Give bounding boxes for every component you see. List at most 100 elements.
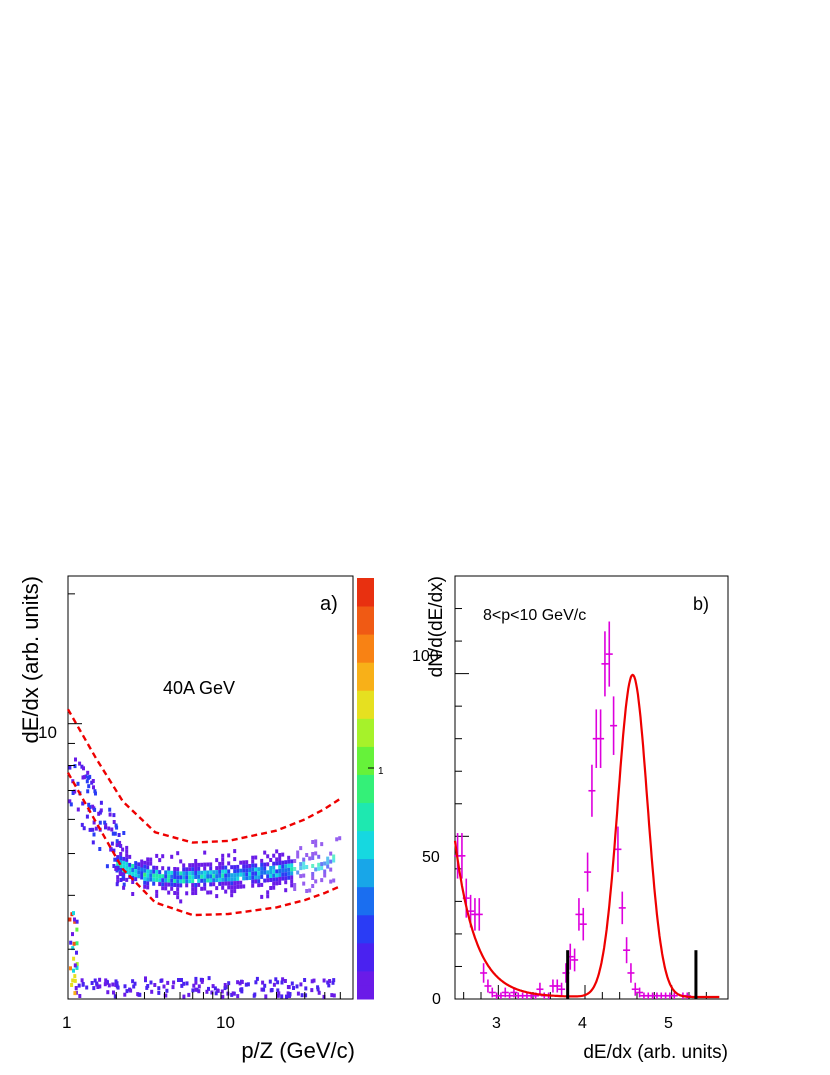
heatmap-cell [305, 889, 309, 893]
heatmap-cell [159, 978, 163, 983]
heatmap-cell [320, 862, 324, 867]
heatmap-cell [176, 895, 180, 900]
heatmap-cell [206, 874, 210, 879]
heatmap-cell [254, 867, 258, 872]
heatmap-cell [329, 859, 333, 864]
heatmap-cell [176, 851, 180, 856]
heatmap-cell [69, 966, 72, 971]
heatmap-cell [210, 990, 214, 995]
heatmap-cell [299, 874, 303, 879]
heatmap-cell [98, 810, 102, 815]
heatmap-cell [119, 878, 123, 882]
heatmap-cell [299, 866, 303, 871]
heatmap-cell [68, 917, 72, 922]
heatmap-cell [116, 855, 120, 860]
heatmap-cell [260, 874, 264, 879]
heatmap-cell [170, 882, 174, 887]
heatmap-cell [153, 983, 157, 987]
heatmap-cell [176, 875, 180, 880]
heatmap-cell [99, 800, 103, 805]
heatmap-cell [173, 871, 177, 875]
heatmap-cell [230, 865, 234, 870]
heatmap-cell [167, 890, 171, 895]
heatmap-cell [194, 875, 198, 879]
heatmap-cell [216, 988, 220, 993]
heatmap-cell [272, 865, 276, 870]
heatmap-cell [239, 880, 243, 885]
heatmap-cell [320, 866, 324, 871]
heatmap-cell [90, 981, 94, 985]
heatmap-cell [164, 886, 168, 891]
heatmap-cell [140, 875, 144, 880]
heatmap-cell [68, 799, 72, 804]
heatmap-cell [275, 861, 279, 866]
palette-step [357, 732, 374, 747]
heatmap-cell [185, 867, 189, 872]
heatmap-cell [230, 885, 234, 890]
heatmap-cell [260, 894, 264, 899]
heatmap-cell [103, 982, 107, 987]
heatmap-cell [116, 863, 120, 868]
heatmap-cell [255, 976, 259, 981]
heatmap-cell [314, 851, 318, 856]
heatmap-cell [158, 878, 162, 883]
heatmap-cell [215, 878, 219, 883]
heatmap-cell [71, 779, 75, 784]
palette-step [357, 830, 374, 846]
heatmap-cell [176, 867, 180, 872]
heatmap-cell [149, 861, 153, 866]
heatmap-cell [328, 979, 332, 983]
heatmap-cell [176, 871, 180, 876]
heatmap-cell [112, 864, 116, 868]
panel-a: a) 40A GeV 1 10 10 p/Z (GeV/c) dE/dx (ar… [18, 575, 355, 1063]
heatmap-cell [77, 983, 81, 988]
heatmap-cell [108, 812, 112, 817]
heatmap-cell [122, 856, 126, 861]
heatmap-cell [332, 878, 336, 883]
heatmap-cell [224, 873, 228, 878]
heatmap-cell [75, 927, 79, 932]
heatmap-cell [203, 886, 207, 891]
heatmap-cell [128, 870, 132, 875]
heatmap-cell [97, 811, 101, 816]
heatmap-cell [316, 985, 320, 990]
heatmap-cell [70, 983, 74, 987]
heatmap-cell [329, 851, 333, 856]
heatmap-cell [73, 963, 77, 968]
heatmap-cell [76, 807, 80, 812]
palette-step [357, 578, 374, 593]
heatmap-cell [197, 984, 201, 989]
heatmap-cell [209, 878, 213, 883]
heatmap-cell [90, 780, 94, 785]
heatmap-cell [166, 980, 170, 985]
heatmap-cell [269, 866, 273, 870]
heatmap-cell [287, 875, 291, 880]
heatmap-cell [224, 865, 228, 870]
heatmap-cell [71, 932, 74, 937]
heatmap-cell [73, 919, 77, 924]
heatmap-cell [284, 864, 288, 869]
heatmap-cell [117, 833, 121, 837]
heatmap-cell [230, 873, 234, 878]
heatmap-cell [106, 990, 110, 995]
heatmap-cell [161, 866, 165, 871]
heatmap-cell [245, 876, 249, 881]
heatmap-cell [272, 853, 276, 858]
heatmap-cell [254, 863, 258, 868]
heatmap-cell [308, 856, 312, 861]
heatmap-cell [287, 871, 291, 876]
heatmap-cell [310, 979, 314, 984]
heatmap-cell [86, 770, 90, 775]
heatmap-cell [206, 890, 210, 895]
heatmap-cell [192, 983, 196, 988]
heatmap-cell [85, 779, 89, 784]
heatmap-cell [118, 840, 122, 845]
heatmap-cell [73, 991, 77, 996]
heatmap-cell [293, 859, 297, 863]
heatmap-cell [143, 868, 147, 873]
heatmap-cell [140, 867, 144, 872]
heatmap-cell [182, 875, 186, 880]
heatmap-cell [293, 883, 297, 887]
heatmap-cell [263, 850, 267, 855]
heatmap-cell [278, 865, 282, 869]
